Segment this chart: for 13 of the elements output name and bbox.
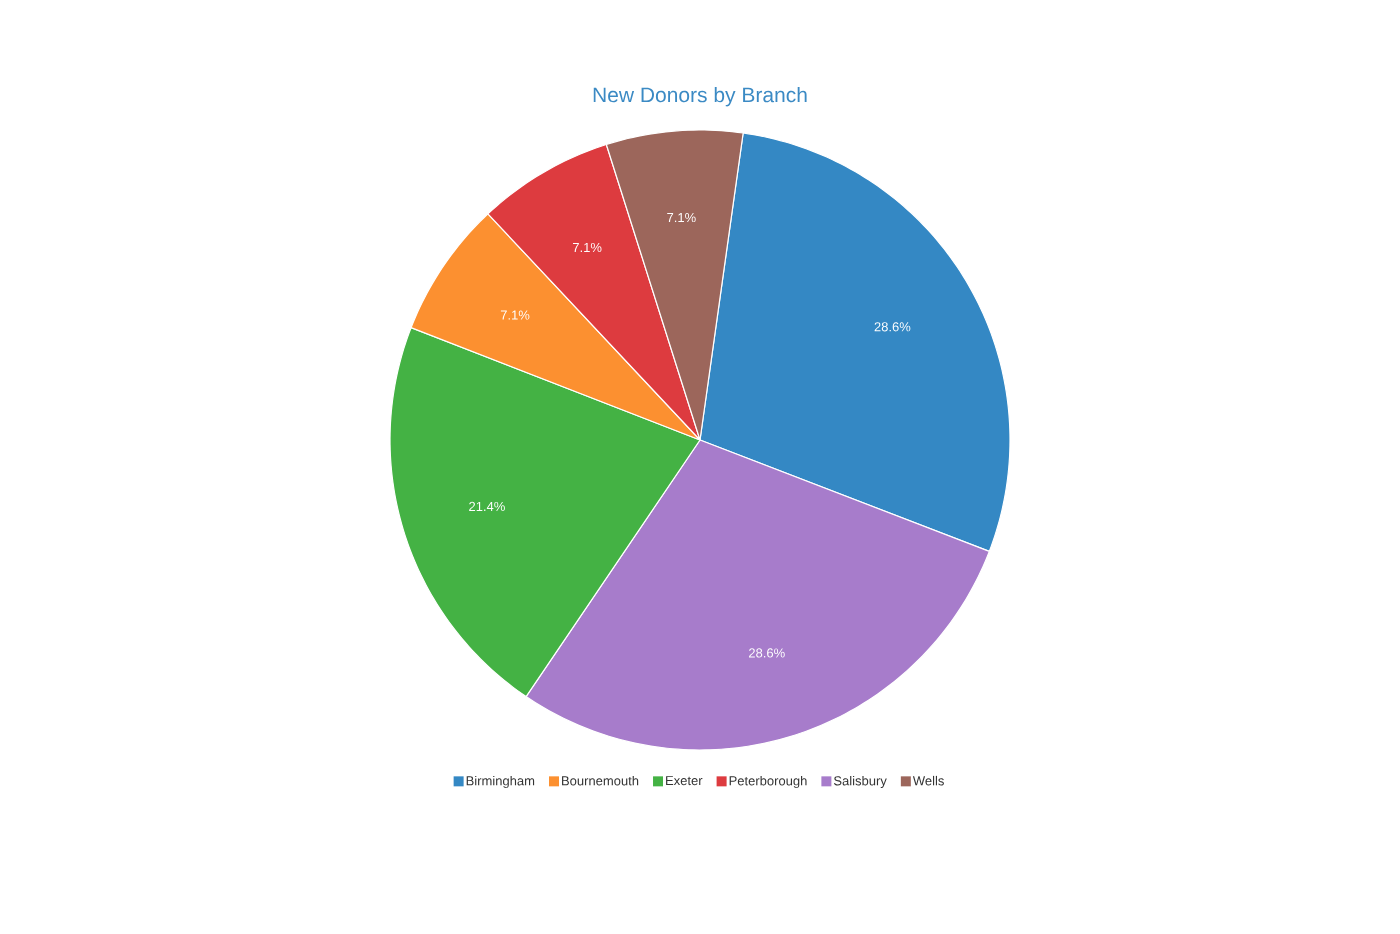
legend-label: Peterborough [729, 775, 807, 788]
data-label: 7.1% [572, 242, 602, 252]
chart-title: New Donors by Branch [593, 86, 807, 107]
data-label: 7.1% [667, 213, 696, 223]
legend-label: Wells [912, 775, 944, 786]
legend-label: Exeter [666, 776, 703, 786]
data-label: 28.6% [874, 322, 911, 332]
data-label: 21.4% [469, 501, 505, 511]
legend-label: Salisbury [833, 775, 887, 788]
data-label: 28.6% [749, 648, 785, 658]
legend-label: Birmingham [466, 775, 535, 788]
legend-label: Bournemouth [562, 775, 639, 786]
data-label: 7.1% [500, 310, 530, 320]
